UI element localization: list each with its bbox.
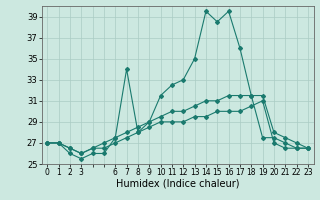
X-axis label: Humidex (Indice chaleur): Humidex (Indice chaleur) — [116, 179, 239, 189]
